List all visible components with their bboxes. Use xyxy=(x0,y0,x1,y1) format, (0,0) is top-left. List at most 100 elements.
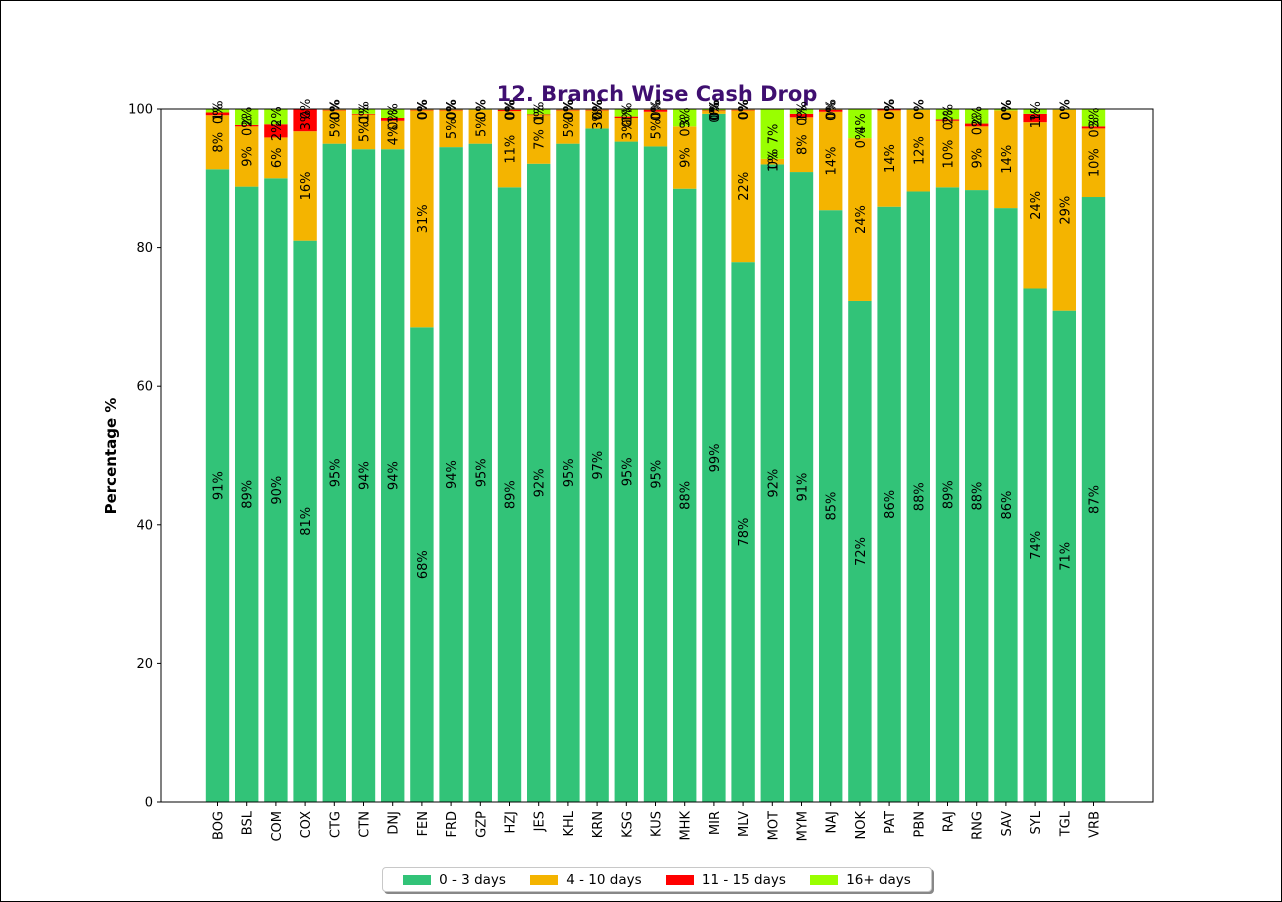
bar-segment xyxy=(673,188,697,802)
bar-segment xyxy=(935,109,960,120)
bar-value-label: 89% xyxy=(942,480,957,509)
legend-label: 0 - 3 days xyxy=(439,871,506,888)
bar-segment xyxy=(439,110,463,148)
bar-segment xyxy=(264,137,288,179)
legend-label: 11 - 15 days xyxy=(701,871,786,888)
bar-value-label: 94% xyxy=(387,461,402,490)
legend-swatch xyxy=(665,874,694,885)
x-tick-label: CTG xyxy=(328,811,343,838)
bar-value-label: 24% xyxy=(1029,191,1044,220)
legend-swatch xyxy=(530,874,559,885)
bar-segment xyxy=(702,113,726,802)
bar-value-label: 9% xyxy=(241,146,256,167)
bar-segment xyxy=(702,110,726,112)
bar-value-label: 0% xyxy=(708,102,723,123)
bar-segment xyxy=(965,123,989,127)
x-tick-label: BSL xyxy=(241,810,256,835)
bar-value-label: 0% xyxy=(796,105,811,126)
bar-segment xyxy=(410,109,434,111)
bar-value-label: 90% xyxy=(270,476,285,505)
bar-value-label: 95% xyxy=(620,457,635,486)
bar-segment xyxy=(673,109,697,127)
bar-value-label: 11% xyxy=(504,135,519,164)
bar-value-label: 16% xyxy=(299,171,314,200)
bar-value-label: 88% xyxy=(679,481,694,510)
bar-value-label: 10% xyxy=(1088,148,1103,177)
x-tick-label: DNJ xyxy=(387,811,402,835)
bar-value-label: 1% xyxy=(212,100,227,121)
bar-value-label: 6% xyxy=(270,148,285,169)
bar-value-label: 1% xyxy=(1029,108,1044,129)
bar-segment xyxy=(1081,197,1106,803)
x-tick-label: COX xyxy=(299,811,314,838)
bar-segment xyxy=(614,141,638,803)
bar-segment xyxy=(205,115,230,170)
bar-segment xyxy=(789,109,814,114)
x-tick-label: SAV xyxy=(1000,811,1015,837)
bar-value-label: 1% xyxy=(533,101,548,122)
bar-segment xyxy=(381,109,405,119)
x-tick-label: NAJ xyxy=(825,811,840,833)
bar-segment xyxy=(673,126,697,189)
plot-area: BOG BSL COM COX CTG CTN DNJ FEN FRD GZP HZJ JES KHL K… xyxy=(128,99,1154,842)
bar-value-label: 94% xyxy=(358,461,373,490)
bar-segment xyxy=(1052,310,1076,802)
bar-segment xyxy=(614,116,638,119)
bar-segment xyxy=(439,147,463,803)
bar-segment xyxy=(205,169,230,802)
bar-segment xyxy=(643,146,668,802)
bar-segment xyxy=(760,164,784,802)
bar-value-label: 78% xyxy=(737,518,752,547)
x-tick-label: MYM xyxy=(796,811,811,841)
bar-value-label: 7% xyxy=(533,129,548,150)
legend-item: 11 - 15 days xyxy=(665,871,786,888)
bar-value-label: 7% xyxy=(766,124,781,145)
bar-segment xyxy=(497,111,522,188)
bar-segment xyxy=(965,126,989,191)
bar-segment xyxy=(264,124,288,138)
bar-segment xyxy=(935,120,960,188)
bar-value-label: 81% xyxy=(299,507,314,536)
bar-value-label: 3% xyxy=(679,107,694,128)
bar-value-label: 9% xyxy=(971,148,986,169)
bar-value-label: 86% xyxy=(883,490,898,519)
bar-segment xyxy=(614,118,638,142)
bar-value-label: 1% xyxy=(1029,101,1044,122)
bar-value-label: 3% xyxy=(1088,107,1103,128)
bar-segment xyxy=(235,126,259,187)
bar-segment xyxy=(527,109,551,115)
bar-value-label: 1% xyxy=(620,102,635,123)
bar-segment xyxy=(439,109,463,111)
bar-value-label: 92% xyxy=(766,469,781,498)
bar-value-label: 14% xyxy=(1000,145,1015,174)
bar-value-label: 3% xyxy=(299,110,314,131)
bar-segment xyxy=(322,143,346,802)
bar-segment xyxy=(760,109,784,159)
bar-value-label: 0% xyxy=(825,100,840,121)
bar-segment xyxy=(789,117,814,173)
bar-segment xyxy=(614,109,638,117)
bar-value-label: 2% xyxy=(270,106,285,127)
bar-value-label: 31% xyxy=(416,204,431,233)
bar-segment xyxy=(994,208,1018,802)
x-tick-label: HZJ xyxy=(504,811,519,834)
bar-value-label: 8% xyxy=(796,134,811,155)
bar-segment xyxy=(381,120,405,150)
bar-value-label: 10% xyxy=(942,140,957,169)
bar-value-label: 86% xyxy=(1000,491,1015,520)
bar-value-label: 94% xyxy=(445,460,460,489)
bar-segment xyxy=(877,206,901,802)
bar-segment xyxy=(1023,122,1047,289)
bar-value-label: 0% xyxy=(1000,99,1015,120)
x-tick-label: MHK xyxy=(679,811,694,841)
bar-value-label: 5% xyxy=(358,122,373,143)
bar-segment xyxy=(760,158,784,165)
bar-segment xyxy=(235,186,259,803)
chart-title: 12. Branch Wise Cash Drop xyxy=(497,82,818,106)
bar-value-label: 14% xyxy=(883,144,898,173)
bar-value-label: 95% xyxy=(562,458,577,487)
bar-value-label: 29% xyxy=(1058,196,1073,225)
bar-segment xyxy=(235,109,259,125)
x-tick-label: CTN xyxy=(358,811,373,838)
bar-value-label: 0% xyxy=(533,105,548,126)
